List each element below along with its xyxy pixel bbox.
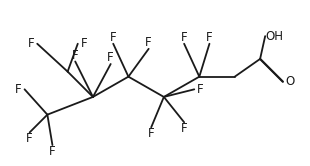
Text: O: O <box>286 75 295 88</box>
Text: F: F <box>206 31 213 44</box>
Text: F: F <box>49 145 56 158</box>
Text: F: F <box>148 127 154 140</box>
Text: F: F <box>72 49 78 62</box>
Text: F: F <box>197 83 204 96</box>
Text: F: F <box>15 83 22 96</box>
Text: F: F <box>110 31 117 44</box>
Text: F: F <box>28 37 34 50</box>
Text: F: F <box>107 51 114 64</box>
Text: OH: OH <box>265 30 283 43</box>
Text: F: F <box>181 122 188 135</box>
Text: F: F <box>145 36 152 49</box>
Text: F: F <box>81 37 87 50</box>
Text: F: F <box>26 132 33 145</box>
Text: F: F <box>181 31 188 44</box>
